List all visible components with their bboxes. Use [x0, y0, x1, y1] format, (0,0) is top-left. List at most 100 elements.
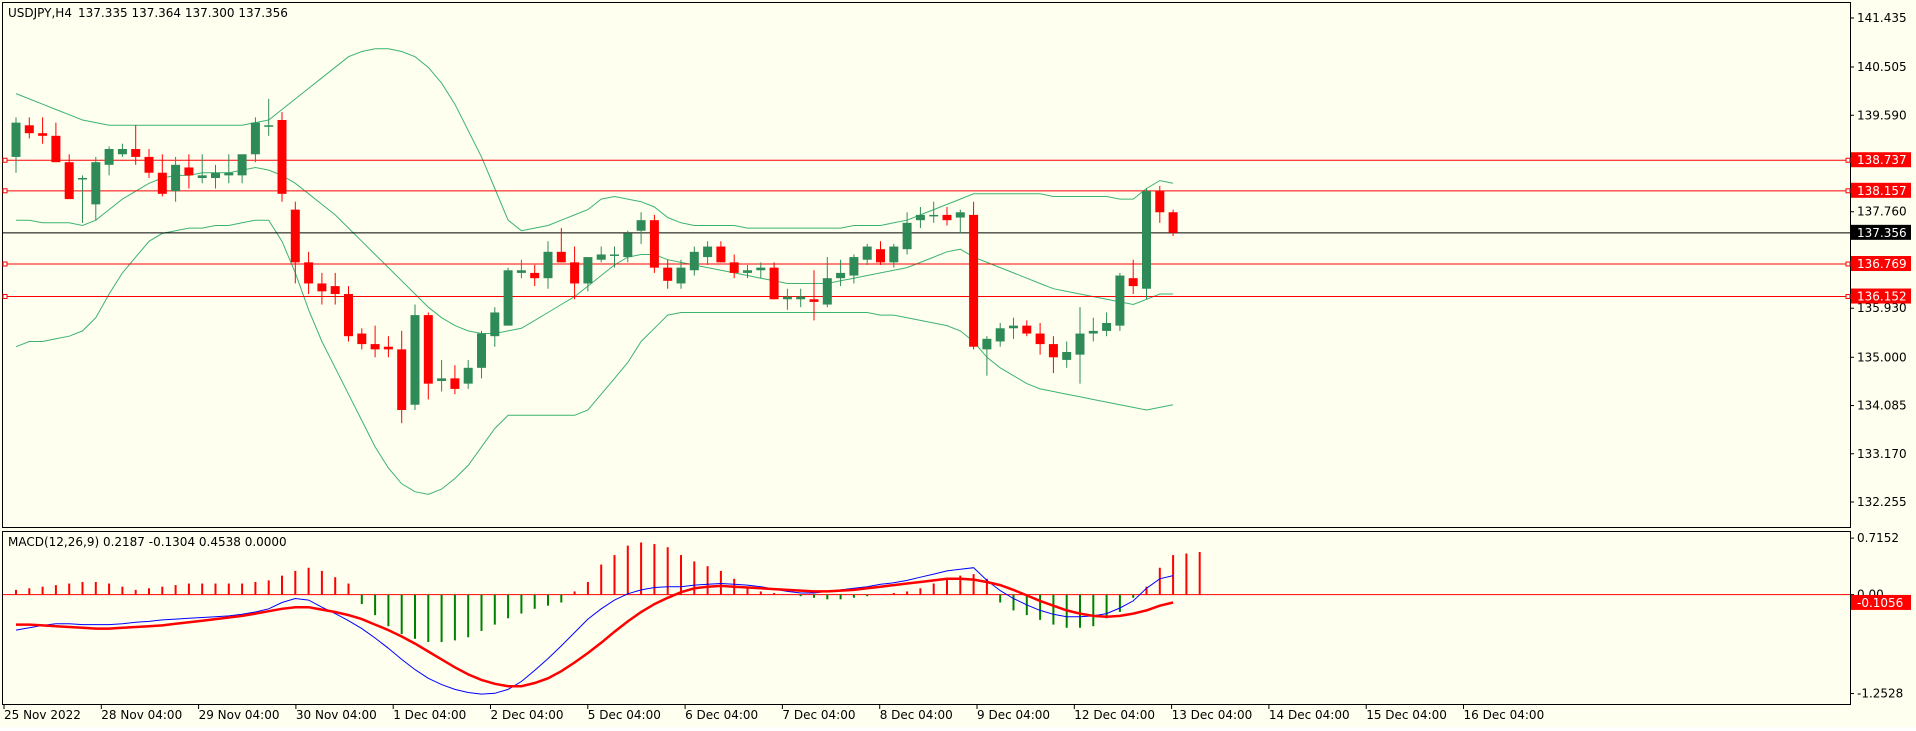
candle-bear[interactable]	[530, 272, 540, 279]
level-anchor-right[interactable]	[1845, 188, 1851, 194]
candle-bear[interactable]	[1128, 278, 1138, 287]
candle-bear[interactable]	[716, 246, 726, 263]
candle-bear[interactable]	[423, 315, 433, 384]
candle-bull[interactable]	[915, 214, 925, 221]
candle-bear[interactable]	[38, 133, 48, 136]
candle-bull[interactable]	[117, 149, 127, 155]
candle-bull[interactable]	[104, 149, 114, 165]
candle-bear[interactable]	[383, 346, 393, 350]
level-anchor-right[interactable]	[1845, 294, 1851, 300]
candle-bull[interactable]	[1062, 352, 1072, 360]
candle-bear[interactable]	[450, 378, 460, 389]
candle-bull[interactable]	[862, 246, 872, 260]
candle-bear[interactable]	[184, 167, 194, 176]
candle-bull[interactable]	[756, 267, 766, 271]
candle-bull[interactable]	[703, 246, 713, 258]
candle-bull[interactable]	[410, 315, 420, 405]
candle-bull[interactable]	[995, 328, 1005, 342]
candle-bear[interactable]	[1035, 333, 1045, 345]
candle-bear[interactable]	[357, 333, 367, 345]
candle-bear[interactable]	[1168, 212, 1178, 233]
candle-bull[interactable]	[623, 233, 633, 258]
candle-bull[interactable]	[929, 214, 939, 217]
candle-bear[interactable]	[131, 149, 141, 157]
candle-bull[interactable]	[250, 122, 260, 155]
candle-bull[interactable]	[503, 270, 513, 326]
level-anchor-left[interactable]	[2, 261, 8, 267]
candle-bull[interactable]	[437, 378, 447, 381]
candle-bear[interactable]	[370, 344, 380, 350]
candle-bull[interactable]	[743, 270, 752, 273]
candle-bear[interactable]	[304, 262, 314, 284]
candle-bear[interactable]	[663, 267, 673, 281]
candle-bull[interactable]	[836, 272, 846, 279]
candle-bear[interactable]	[649, 220, 659, 268]
candle-bear[interactable]	[969, 214, 979, 347]
candle-bull[interactable]	[463, 367, 473, 384]
candle-bear[interactable]	[556, 251, 566, 263]
candle-bull[interactable]	[689, 251, 699, 271]
candle-bear[interactable]	[570, 262, 580, 284]
candle-bear[interactable]	[1048, 344, 1058, 358]
candle-bull[interactable]	[782, 296, 792, 300]
level-anchor-right[interactable]	[1845, 261, 1851, 267]
candle-bull[interactable]	[902, 222, 912, 250]
candle-bull[interactable]	[676, 267, 686, 284]
candle-bull[interactable]	[211, 172, 220, 178]
current-price-label: 137.356	[1857, 226, 1907, 240]
candle-bear[interactable]	[809, 299, 819, 302]
candle-bear[interactable]	[1022, 325, 1032, 334]
candle-bull[interactable]	[889, 246, 899, 263]
candle-bull[interactable]	[796, 296, 806, 300]
candle-bull[interactable]	[596, 254, 606, 260]
candle-bull[interactable]	[955, 212, 965, 218]
candle-bull[interactable]	[224, 172, 234, 176]
candle-bull[interactable]	[197, 175, 207, 178]
candle-bull[interactable]	[1075, 333, 1085, 355]
candle-bull[interactable]	[490, 312, 500, 337]
candle-bull[interactable]	[982, 338, 992, 350]
candle-bull[interactable]	[1009, 325, 1018, 329]
candle-bear[interactable]	[1155, 191, 1165, 213]
candle-bull[interactable]	[78, 178, 87, 180]
candle-bear[interactable]	[51, 135, 61, 163]
candle-bear[interactable]	[876, 249, 885, 263]
candle-bear[interactable]	[144, 156, 154, 173]
candle-bull[interactable]	[543, 251, 553, 279]
candle-bull[interactable]	[583, 257, 593, 284]
candle-bull[interactable]	[1088, 330, 1098, 334]
candle-bull[interactable]	[1115, 275, 1125, 326]
candle-bear[interactable]	[277, 120, 287, 194]
candle-bear[interactable]	[729, 262, 739, 273]
candle-bull[interactable]	[477, 333, 486, 368]
candle-bull[interactable]	[1142, 191, 1151, 289]
level-anchor-left[interactable]	[2, 188, 8, 194]
level-anchor-right[interactable]	[1845, 157, 1851, 163]
candle-bull[interactable]	[171, 164, 181, 192]
candle-bear[interactable]	[317, 283, 327, 292]
candle-bull[interactable]	[91, 162, 101, 205]
candle-bull[interactable]	[237, 154, 247, 176]
candle-bull[interactable]	[516, 270, 526, 273]
candle-bear[interactable]	[290, 209, 300, 263]
candle-bear[interactable]	[330, 286, 340, 294]
candle-bear[interactable]	[64, 162, 74, 200]
level-price-tag	[1851, 255, 1911, 271]
candle-bear[interactable]	[769, 267, 779, 300]
candle-bear[interactable]	[344, 294, 353, 337]
candle-bear[interactable]	[397, 349, 407, 410]
candle-bear[interactable]	[24, 125, 34, 134]
candle-bull[interactable]	[264, 125, 274, 127]
candle-bull[interactable]	[849, 257, 859, 276]
candle-bull[interactable]	[610, 254, 619, 256]
level-anchor-left[interactable]	[2, 294, 8, 300]
candle-bull[interactable]	[636, 220, 646, 231]
candlesticks[interactable]	[11, 98, 1178, 424]
candle-bull[interactable]	[822, 278, 832, 305]
level-anchor-left[interactable]	[2, 157, 8, 163]
candle-bull[interactable]	[11, 122, 21, 157]
candle-bull[interactable]	[1102, 323, 1112, 331]
candle-bear[interactable]	[157, 172, 167, 194]
candle-bear[interactable]	[942, 214, 952, 221]
